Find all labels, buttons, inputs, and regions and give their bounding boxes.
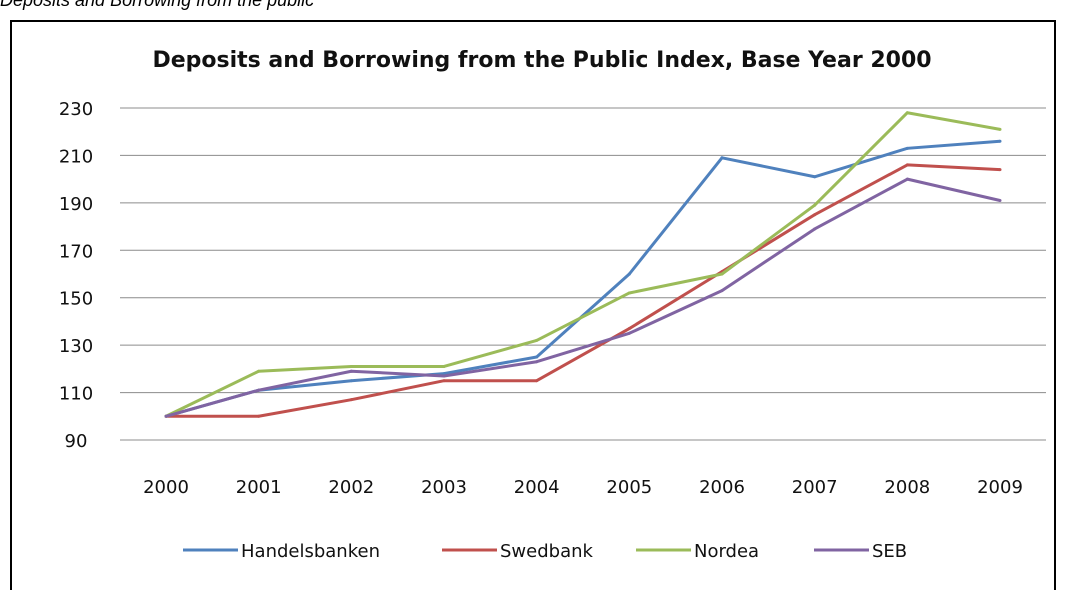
x-tick-label: 2007	[792, 477, 838, 498]
data-point	[720, 289, 724, 293]
y-axis-ticks: 230 210 190 170 150 130 110 90	[59, 99, 93, 452]
data-point	[813, 203, 817, 207]
data-point	[998, 139, 1002, 143]
data-point	[535, 338, 539, 342]
y-tick-label: 110	[59, 384, 93, 405]
data-point	[535, 360, 539, 364]
data-point	[998, 168, 1002, 172]
y-tick-label: 130	[59, 336, 93, 357]
data-point	[998, 127, 1002, 131]
legend-label: SEB	[872, 541, 907, 562]
data-point	[442, 374, 446, 378]
legend-label: Nordea	[694, 541, 759, 562]
y-tick-label: 230	[59, 99, 93, 120]
data-point	[535, 379, 539, 383]
data-point	[905, 111, 909, 115]
data-point	[627, 327, 631, 331]
x-tick-label: 2004	[514, 477, 560, 498]
data-point	[905, 163, 909, 167]
legend-label: Swedbank	[500, 541, 594, 562]
series-lines	[164, 111, 1002, 418]
series-line-nordea	[165, 111, 1001, 418]
figure-caption: Deposits and Borrowing from the public	[0, 0, 315, 10]
data-point	[627, 331, 631, 335]
data-point	[720, 156, 724, 160]
data-point	[627, 291, 631, 295]
y-tick-label: 170	[59, 241, 93, 262]
data-point	[164, 414, 168, 418]
x-tick-label: 2008	[884, 477, 930, 498]
y-tick-label: 210	[59, 146, 93, 167]
data-point	[442, 364, 446, 368]
data-point	[813, 227, 817, 231]
y-tick-label: 150	[59, 289, 93, 310]
x-tick-label: 2009	[977, 477, 1023, 498]
series-line-seb	[165, 177, 1001, 418]
data-point	[349, 369, 353, 373]
y-tick-label: 90	[65, 431, 88, 452]
y-tick-label: 190	[59, 194, 93, 215]
x-axis-ticks: 2000 2001 2002 2003 2004 2005 2006 2007 2008 2009	[143, 477, 1023, 498]
legend: Handelsbanken Swedbank Nordea SEB	[183, 541, 907, 562]
data-point	[349, 398, 353, 402]
gridlines	[120, 107, 1046, 441]
data-point	[257, 388, 261, 392]
data-point	[720, 272, 724, 276]
data-point	[813, 213, 817, 217]
legend-label: Handelsbanken	[241, 541, 380, 562]
x-tick-label: 2003	[421, 477, 467, 498]
x-tick-label: 2000	[143, 477, 189, 498]
chart-frame	[10, 20, 1056, 590]
series-line-swedbank	[166, 163, 1001, 418]
data-point	[257, 414, 261, 418]
data-point	[905, 146, 909, 150]
data-point	[442, 379, 446, 383]
chart-title: Deposits and Borrowing from the Public I…	[152, 48, 931, 73]
data-point	[998, 198, 1002, 202]
x-tick-label: 2005	[606, 477, 652, 498]
x-tick-label: 2006	[699, 477, 745, 498]
data-point	[627, 272, 631, 276]
data-point	[349, 364, 353, 368]
x-tick-label: 2002	[328, 477, 374, 498]
data-point	[535, 355, 539, 359]
data-point	[349, 379, 353, 383]
data-point	[905, 177, 909, 181]
x-tick-label: 2001	[236, 477, 282, 498]
data-point	[813, 175, 817, 179]
data-point	[257, 369, 261, 373]
